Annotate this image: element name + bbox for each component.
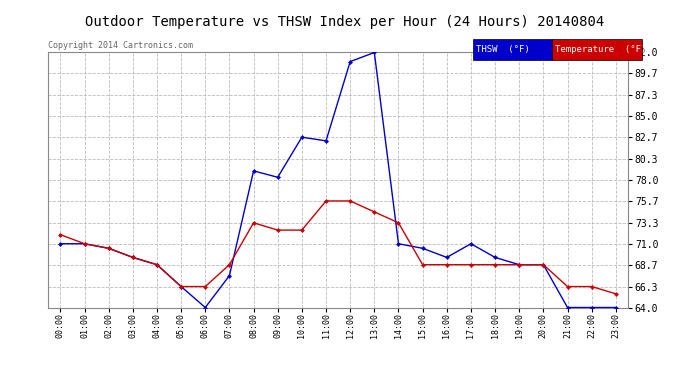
Text: Outdoor Temperature vs THSW Index per Hour (24 Hours) 20140804: Outdoor Temperature vs THSW Index per Ho… [86,15,604,29]
Text: THSW  (°F): THSW (°F) [476,45,530,54]
Text: Temperature  (°F): Temperature (°F) [555,45,647,54]
Text: Copyright 2014 Cartronics.com: Copyright 2014 Cartronics.com [48,41,193,50]
